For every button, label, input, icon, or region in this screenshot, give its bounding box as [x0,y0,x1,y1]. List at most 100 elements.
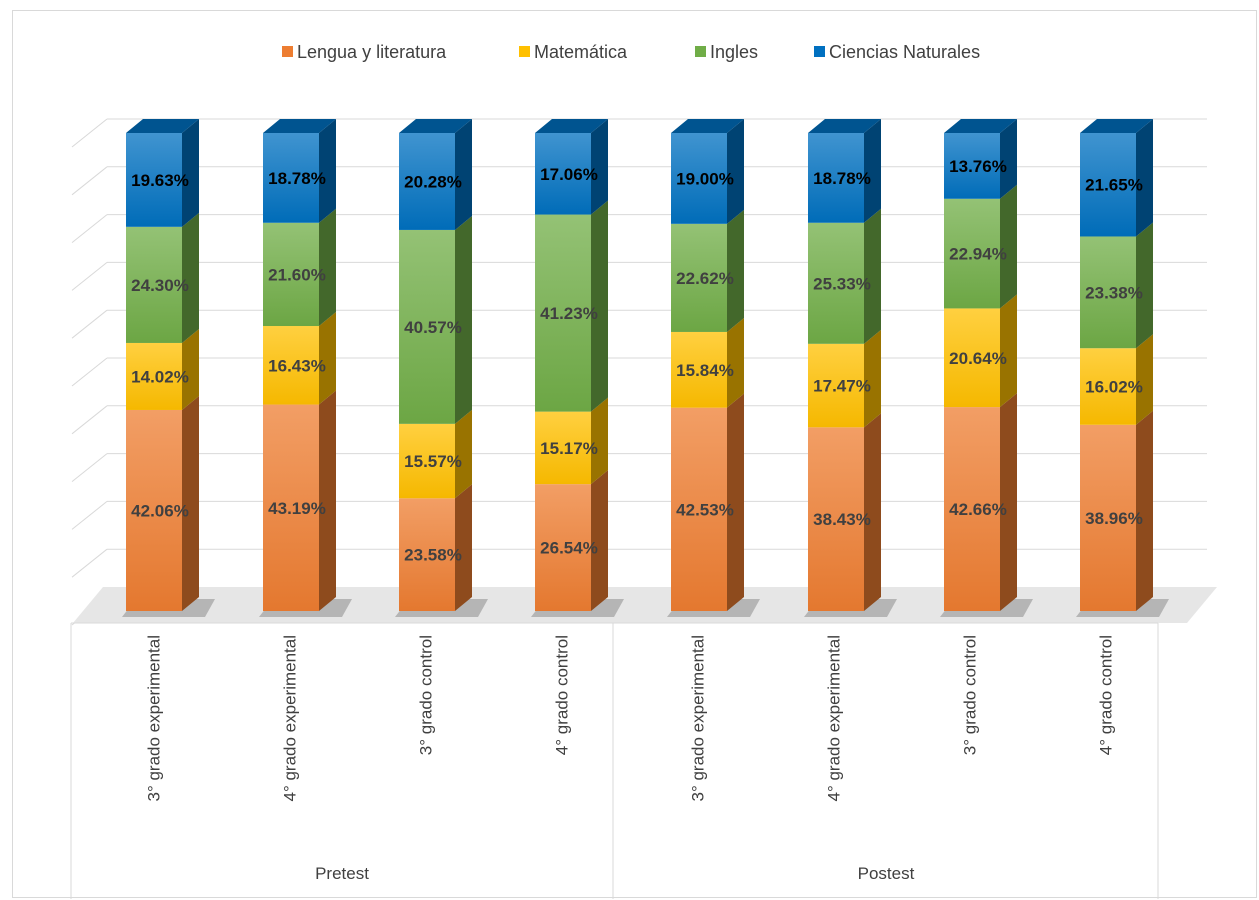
stacked-bar-chart-3d: 42.06% 14.02% 24.30% 19.63% 43.19% 16.43% 21.6… [70,42,1217,899]
data-label: 22.94% [949,245,1007,264]
data-label: 42.53% [676,500,734,519]
data-label: 14.02% [131,367,189,386]
legend-swatch [282,46,293,57]
data-label: 15.84% [676,361,734,380]
bar-segment-front [263,222,319,327]
bar-segment-side [727,209,744,332]
gridline-side [71,309,108,339]
bar-segment-side [319,208,336,327]
bar-segment-side [727,317,744,408]
category-tick-label: 3° grado experimental [145,635,164,802]
data-label: 21.60% [268,265,326,284]
bar-segment-side [591,200,608,412]
data-label: 18.78% [813,169,871,188]
bar-segment-front [399,133,455,230]
bar-segment-side [319,312,336,405]
bar-segment-side [182,328,199,410]
gridline-side [71,453,108,482]
data-label: 26.54% [540,539,598,558]
bar-segment-front [399,498,455,611]
category-tick-label: 4° grado control [1097,635,1116,755]
bar-segment-side [591,470,608,611]
gridline-side [71,166,108,196]
data-label: 23.38% [1085,283,1143,302]
bar-segment-side [1136,410,1153,611]
bar-segment-front [671,331,727,408]
bar-segment-side [864,329,881,428]
bar-top [399,119,472,133]
bar-segment-front [808,133,864,223]
bar-segment-front [399,229,455,424]
legend-swatch [519,46,530,57]
data-label: 25.33% [813,274,871,293]
bar-segment-front [535,411,591,485]
data-label: 23.58% [404,546,462,565]
bar-segment-front [126,226,182,343]
bar-segment-side [591,397,608,485]
group-label: Postest [858,864,915,883]
data-label: 41.23% [540,304,598,323]
data-label: 38.43% [813,510,871,529]
bar-segment-front [944,308,1000,408]
bar-segment-front [399,423,455,499]
bar-segment-side [182,119,199,227]
bar-segment-side [319,390,336,611]
category-tick-label: 4° grado control [553,635,572,755]
bar-segment-front [808,427,864,611]
legend-label: Ingles [710,42,758,62]
bar-segment-front [263,326,319,405]
gridline-side [71,357,108,387]
legend-label: Lengua y literatura [297,42,447,62]
gridline-side [71,118,108,148]
bar-segment-side [455,215,472,424]
bar-segment-front [1080,348,1136,425]
bar-segment-side [455,409,472,499]
bar-segment-front [944,133,1000,199]
bar-top [808,119,881,133]
bar-segment-side [864,208,881,344]
bar-segment-front [126,409,182,611]
legend-swatch [695,46,706,57]
bar-segment-side [455,119,472,230]
data-label: 42.06% [131,501,189,520]
data-label: 16.02% [1085,378,1143,397]
data-label: 24.30% [131,276,189,295]
bar-segment-front [263,133,319,223]
gridline-side [71,262,108,291]
category-tick-label: 4° grado experimental [281,635,300,802]
data-label: 17.06% [540,165,598,184]
bar-segment-front [671,133,727,224]
bar-segment-side [1136,334,1153,425]
data-label: 18.78% [268,169,326,188]
category-tick-label: 4° grado experimental [825,635,844,802]
bar-segment-front [944,198,1000,309]
bar-segment-front [535,133,591,215]
bar-segment-front [1080,236,1136,349]
data-label: 16.43% [268,356,326,375]
bar-top [671,119,744,133]
data-label: 20.28% [404,172,462,191]
data-label: 21.65% [1085,176,1143,195]
group-label: Pretest [315,864,369,883]
data-label: 42.66% [949,500,1007,519]
bar-segment-front [671,223,727,332]
bar-segment-side [1000,119,1017,199]
data-label: 40.57% [404,318,462,337]
bar-segment-front [126,342,182,410]
category-tick-label: 3° grado control [961,635,980,755]
bar-segment-side [455,484,472,611]
bar-segment-front [671,407,727,611]
data-label: 22.62% [676,269,734,288]
data-label: 38.96% [1085,509,1143,528]
bar-segment-side [591,119,608,215]
chart-frame: 42.06% 14.02% 24.30% 19.63% 43.19% 16.43% 21.6… [12,10,1257,899]
bar-segment-side [864,413,881,611]
bar-top [944,119,1017,133]
bar-segment-front [1080,424,1136,611]
bar-segment-side [182,212,199,343]
bar-segment-side [1136,222,1153,349]
data-label: 20.64% [949,349,1007,368]
bar-segment-front [263,404,319,611]
data-label: 17.47% [813,377,871,396]
gridline-side [71,405,108,435]
